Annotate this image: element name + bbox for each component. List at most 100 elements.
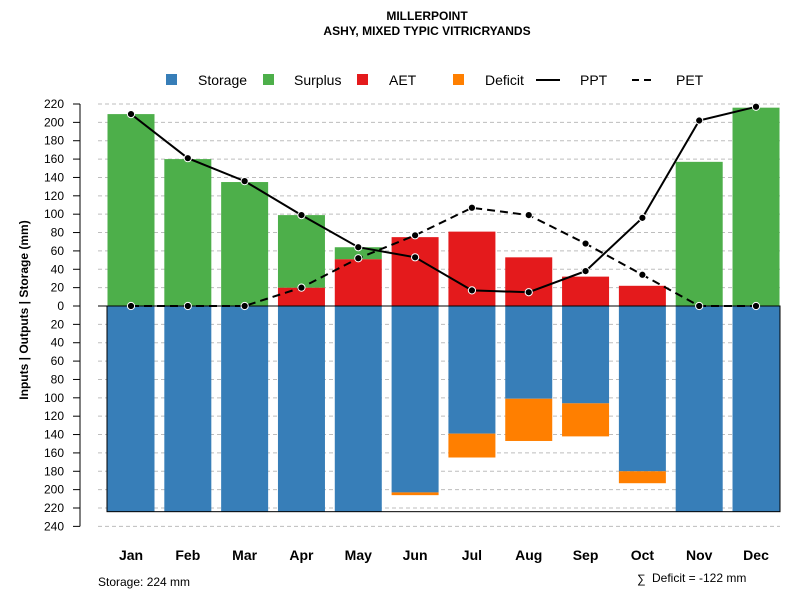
y-tick-label: 200: [44, 115, 64, 129]
y-tick-label: 120: [44, 409, 64, 423]
legend-label-deficit: Deficit: [485, 72, 524, 88]
point-pet-dec: [751, 301, 761, 311]
legend-label-storage: Storage: [198, 72, 247, 88]
y-tick-label: 100: [44, 391, 64, 405]
x-tick-label-feb: Feb: [175, 547, 200, 563]
y-tick-label: 200: [44, 483, 64, 497]
bar-surplus-feb: [164, 159, 212, 306]
sum-symbol: ∑: [637, 572, 646, 586]
legend-swatch-storage: [166, 74, 177, 85]
x-tick-label-jun: Jun: [403, 547, 428, 563]
y-tick-label: 80: [51, 226, 65, 240]
bar-storage-jul: [448, 306, 496, 434]
bar-storage-nov: [675, 306, 723, 512]
x-tick-label-jul: Jul: [462, 547, 482, 563]
y-tick-label: 140: [44, 170, 64, 184]
grid-lines: [98, 103, 780, 527]
bar-storage-may: [334, 306, 382, 512]
x-tick-label-sep: Sep: [573, 547, 599, 563]
legend-swatch-deficit: [453, 74, 464, 85]
bars: [107, 107, 780, 512]
bar-surplus-dec: [732, 107, 780, 307]
bar-aet-jun: [391, 237, 439, 306]
bar-storage-oct: [618, 306, 666, 472]
bar-deficit-aug: [505, 398, 553, 441]
y-tick-label: 40: [51, 262, 65, 276]
bar-storage-mar: [221, 306, 269, 512]
x-tick-label-mar: Mar: [232, 547, 257, 563]
point-ppt-nov: [695, 116, 704, 125]
legend: Storage Surplus AET Deficit PPT PET: [166, 72, 704, 88]
x-tick-label-jan: Jan: [119, 547, 143, 563]
point-ppt-sep: [581, 267, 590, 276]
point-ppt-mar: [240, 177, 249, 186]
y-tick-label: 220: [44, 97, 64, 111]
bar-storage-jan: [107, 306, 155, 512]
bar-storage-feb: [164, 306, 212, 512]
point-pet-aug: [524, 210, 533, 220]
y-tick-label: 20: [51, 281, 65, 295]
y-tick-label: 140: [44, 428, 64, 442]
point-pet-nov: [695, 301, 704, 311]
legend-swatch-aet: [357, 74, 368, 85]
y-tick-label: 160: [44, 152, 64, 166]
x-tick-label-dec: Dec: [743, 547, 769, 563]
bar-deficit-jun: [391, 492, 439, 496]
y-tick-label: 0: [57, 299, 64, 313]
bar-storage-dec: [732, 306, 780, 512]
y-tick-label: 180: [44, 464, 64, 478]
point-ppt-jan: [126, 109, 136, 119]
legend-label-surplus: Surplus: [294, 72, 341, 88]
point-pet-feb: [183, 301, 192, 311]
y-tick-label: 220: [44, 501, 64, 515]
x-tick-label-nov: Nov: [686, 547, 713, 563]
point-ppt-apr: [297, 210, 306, 220]
x-tick-label-apr: Apr: [289, 547, 314, 563]
point-pet-sep: [581, 239, 590, 248]
deficit-note: Deficit = -122 mm: [652, 571, 746, 585]
bar-storage-aug: [505, 306, 553, 399]
bar-deficit-sep: [562, 403, 610, 437]
point-pet-jul: [467, 203, 477, 212]
lines: [126, 102, 761, 311]
y-tick-label: 40: [51, 336, 65, 350]
y-tick-label: 160: [44, 446, 64, 460]
legend-label-aet: AET: [389, 72, 417, 88]
y-tick-label: 20: [51, 317, 65, 331]
point-pet-jan: [126, 301, 136, 311]
storage-note: Storage: 224 mm: [98, 575, 190, 589]
point-pet-apr: [297, 283, 306, 292]
line-ppt: [130, 105, 757, 294]
bar-aet-oct: [618, 285, 666, 306]
legend-label-pet: PET: [676, 72, 704, 88]
point-ppt-oct: [638, 213, 647, 222]
y-tick-label: 240: [44, 519, 64, 533]
bar-storage-apr: [277, 306, 325, 512]
bar-surplus-mar: [221, 182, 269, 306]
bar-aet-jul: [448, 231, 496, 306]
bar-storage-jun: [391, 306, 439, 493]
bar-deficit-jul: [448, 433, 496, 458]
point-pet-mar: [240, 301, 249, 311]
legend-swatch-surplus: [263, 74, 274, 85]
bar-aet-aug: [505, 257, 553, 306]
chart-subtitle: ASHY, MIXED TYPIC VITRICRYANDS: [323, 24, 530, 38]
y-tick-label: 100: [44, 207, 64, 221]
point-ppt-dec: [751, 102, 761, 111]
y-tick-label: 180: [44, 134, 64, 148]
bar-aet-sep: [562, 276, 610, 306]
y-tick-label: 120: [44, 189, 64, 203]
bar-surplus-apr: [277, 215, 325, 288]
bar-deficit-oct: [618, 471, 666, 484]
point-pet-oct: [638, 270, 647, 279]
x-tick-label-aug: Aug: [515, 547, 542, 563]
y-axis-label: Inputs | Outputs | Storage (mm): [17, 220, 31, 399]
bar-surplus-nov: [675, 161, 723, 306]
point-ppt-feb: [183, 154, 192, 163]
axes: 2202001801601401201008060402002040608010…: [44, 97, 781, 563]
x-tick-label-may: May: [345, 547, 372, 563]
chart-title: MILLERPOINT: [386, 9, 468, 23]
y-tick-label: 60: [51, 354, 65, 368]
bar-surplus-may: [334, 247, 382, 260]
